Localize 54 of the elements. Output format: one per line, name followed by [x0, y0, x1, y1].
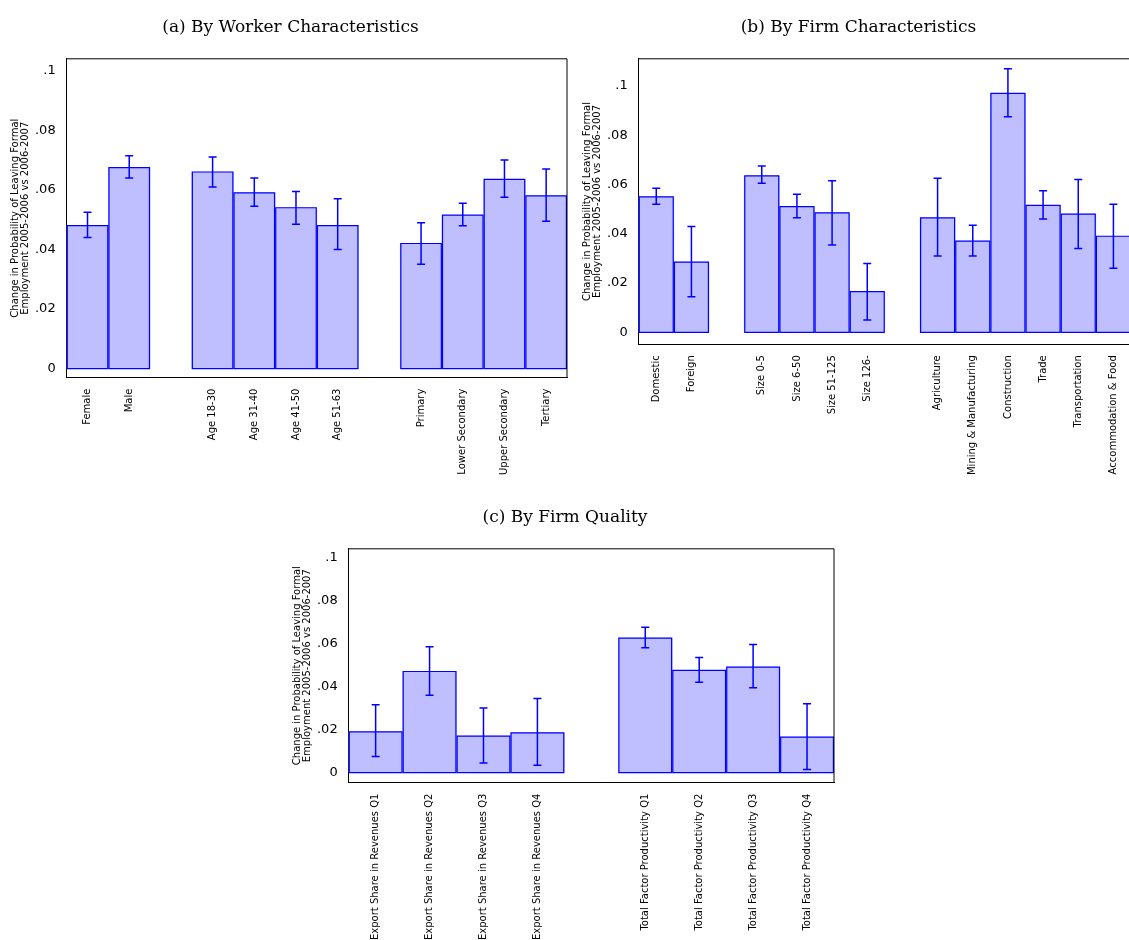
y-tick-label: .1	[615, 77, 628, 93]
y-tick-label: .1	[325, 548, 338, 564]
x-tick-label: Age 31-40	[247, 388, 259, 441]
y-tick-label: .08	[316, 591, 338, 607]
y-axis-title: Change in Probability of Leaving Formal Employment 2005-2006 vs 2006-2007	[8, 118, 30, 318]
x-tick-label: Size 51-125	[825, 355, 837, 415]
y-tick-label: .02	[606, 274, 628, 290]
y-tick-label: .1	[43, 62, 56, 78]
y-tick-label: .06	[316, 634, 338, 650]
x-tick-label: Total Factor Productivity Q1	[638, 793, 650, 932]
x-tick-label: Age 18-30	[206, 388, 218, 441]
x-tick-label: Female	[81, 388, 93, 425]
x-tick-label: Size 6-50	[790, 355, 802, 402]
chart-title: (b) By Firm Characteristics	[739, 15, 978, 38]
x-tick-label: Upper Secondary	[498, 388, 510, 476]
x-tick-label: Transportation	[1071, 355, 1083, 429]
x-tick-label: Export Share in Revenues Q2	[423, 793, 435, 940]
x-tick-label: Size 0-5	[755, 355, 767, 396]
y-tick-label: .02	[34, 300, 56, 316]
chart-title: (c) By Firm Quality	[481, 505, 649, 528]
x-tick-label: Export Share in Revenues Q1	[369, 793, 381, 940]
y-tick-label: .04	[34, 240, 56, 256]
y-tick-label: 0	[329, 764, 338, 780]
x-tick-label: Total Factor Productivity Q2	[692, 793, 704, 932]
y-tick-label: .08	[606, 126, 628, 142]
x-tick-label: Agriculture	[931, 355, 943, 411]
x-tick-label: Export Share in Revenues Q4	[531, 793, 543, 940]
y-tick-label: .08	[34, 121, 56, 137]
x-tick-label: Size 126-	[860, 354, 872, 402]
x-tick-label: Total Factor Productivity Q4	[800, 793, 812, 932]
x-tick-label: Male	[122, 388, 134, 413]
y-tick-label: .04	[316, 677, 338, 693]
y-axis-title: Change in Probability of Leaving Formal Employment 2005-2006 vs 2006-2007	[290, 566, 312, 766]
x-tick-label: Tertiary	[539, 388, 551, 428]
x-tick-label: Accommodation & Food	[1107, 355, 1119, 475]
x-tick-label: Age 41-50	[289, 388, 301, 441]
x-tick-label: Construction	[1001, 355, 1013, 419]
chart-title: (a) By Worker Characteristics	[161, 15, 420, 38]
x-tick-label: Foreign	[685, 355, 697, 393]
x-tick-label: Domestic	[649, 355, 661, 403]
x-tick-label: Export Share in Revenues Q3	[477, 793, 489, 940]
x-tick-label: Total Factor Productivity Q3	[746, 793, 758, 932]
x-tick-label: Lower Secondary	[456, 388, 468, 475]
y-tick-label: 0	[47, 360, 56, 376]
y-tick-label: 0	[619, 323, 628, 339]
x-tick-label: Age 51-63	[331, 388, 343, 441]
y-tick-label: .04	[606, 225, 628, 241]
x-tick-label: Primary	[414, 388, 426, 428]
y-tick-label: .06	[606, 175, 628, 191]
y-tick-label: .02	[316, 721, 338, 736]
y-tick-label: .06	[34, 181, 56, 197]
x-tick-label: Trade	[1036, 355, 1048, 384]
y-axis-title: Change in Probability of Leaving Formal Employment 2005-2006 vs 2006-2007	[580, 102, 602, 301]
x-tick-label: Mining & Manufacturing	[966, 355, 978, 476]
